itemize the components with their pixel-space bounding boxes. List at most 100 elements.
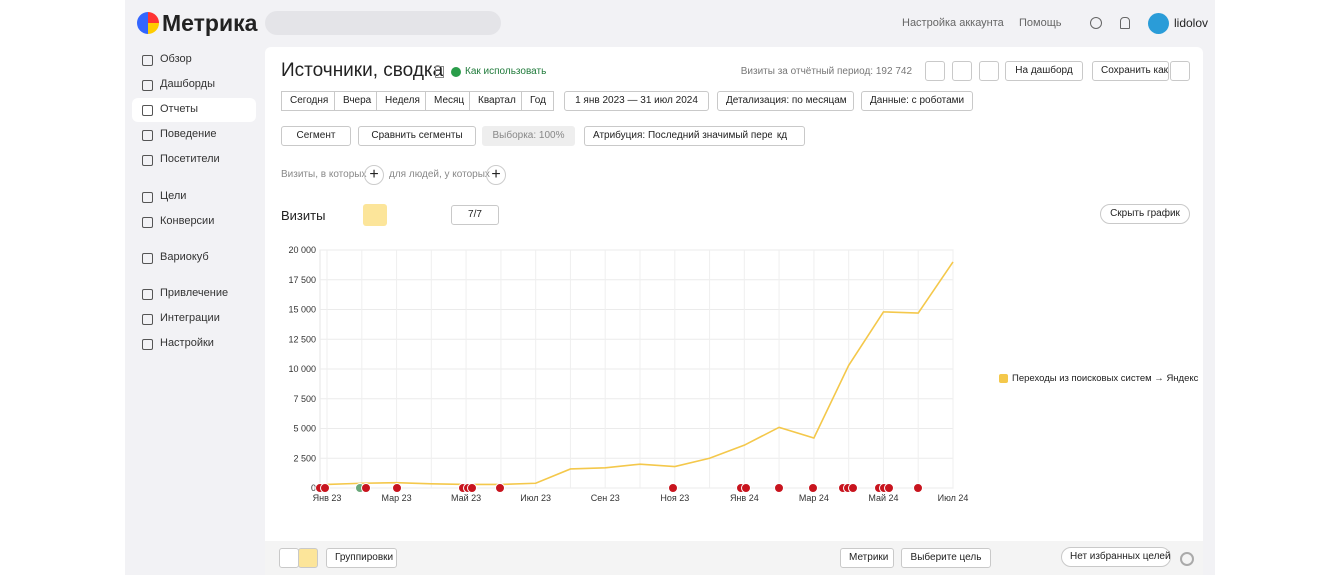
menu-item[interactable]: Отчеты bbox=[160, 103, 199, 115]
attribution-select[interactable]: Атрибуция: Последний значимый переход bbox=[584, 126, 789, 146]
annotation-marker bbox=[741, 483, 751, 493]
series-count[interactable]: 7/7 bbox=[451, 205, 499, 225]
metric-label: Визиты bbox=[281, 208, 326, 223]
choose-goal[interactable]: Выберите цель bbox=[901, 548, 991, 568]
x-tick-label: Янв 24 bbox=[730, 493, 759, 503]
x-tick-label: Июл 23 bbox=[520, 493, 551, 503]
period-button[interactable]: Месяц bbox=[425, 91, 470, 111]
no-goals[interactable]: Нет избранных целей bbox=[1061, 547, 1171, 567]
compare-button[interactable]: Сравнить сегменты bbox=[358, 126, 476, 146]
sample-select: Выборка: 100% bbox=[482, 126, 575, 146]
chart: 0 2 500 5 000 7 500 10 000 12 500 15 000 17 500… bbox=[288, 245, 969, 503]
y-tick-label: 12 500 bbox=[288, 334, 316, 344]
annotation-marker bbox=[808, 483, 818, 493]
period-button[interactable]: Вчера bbox=[334, 91, 377, 111]
account-settings[interactable]: Настройка аккаунта bbox=[902, 17, 1004, 29]
period-button[interactable]: Год bbox=[521, 91, 554, 111]
logo[interactable]: Метрика bbox=[162, 10, 258, 36]
x-tick-label: Июл 24 bbox=[938, 493, 969, 503]
menu-icon bbox=[142, 80, 153, 91]
menu-icon bbox=[142, 130, 153, 141]
legend-entry[interactable]: Переходы из поисковых систем → Яндекс bbox=[1012, 373, 1199, 384]
x-tick-label: Мар 23 bbox=[381, 493, 411, 503]
menu-item[interactable]: Обзор bbox=[160, 53, 192, 65]
x-tick-label: Сен 23 bbox=[591, 493, 620, 503]
y-tick-label: 15 000 bbox=[288, 305, 316, 315]
bookmark-icon[interactable] bbox=[435, 66, 444, 78]
chat-icon[interactable] bbox=[1090, 17, 1102, 29]
menu-item[interactable]: Интеграции bbox=[160, 312, 220, 324]
period-button[interactable]: Квартал bbox=[469, 91, 522, 111]
site-selector[interactable] bbox=[265, 11, 501, 35]
menu-item[interactable]: Поведение bbox=[160, 128, 217, 140]
to-dashboard[interactable]: На дашборд bbox=[1005, 61, 1083, 81]
attribution-badge[interactable]: кд bbox=[772, 126, 805, 146]
series-line bbox=[326, 261, 954, 486]
save-dropdown[interactable] bbox=[1170, 61, 1190, 81]
data-select[interactable]: Данные: с роботами bbox=[861, 91, 973, 111]
filter-people: для людей, у которых bbox=[389, 169, 490, 180]
date-range[interactable]: 1 янв 2023 — 31 июл 2024 bbox=[564, 91, 709, 111]
annotation-marker bbox=[495, 483, 505, 493]
add-people-filter[interactable]: + bbox=[486, 165, 506, 185]
user-name[interactable]: lidolov bbox=[1174, 16, 1209, 30]
y-tick-label: 20 000 bbox=[288, 245, 316, 255]
filter-visits: Визиты, в которых bbox=[281, 169, 367, 180]
export-button[interactable] bbox=[952, 61, 972, 81]
groupings[interactable]: Группировки bbox=[326, 548, 397, 568]
info-icon bbox=[451, 67, 461, 77]
detail-select[interactable]: Детализация: по месяцам bbox=[717, 91, 854, 111]
legend-checkbox[interactable] bbox=[999, 374, 1008, 383]
settings-gear[interactable] bbox=[1180, 552, 1194, 566]
menu-item[interactable]: Настройки bbox=[160, 337, 214, 349]
avatar[interactable] bbox=[1148, 13, 1169, 34]
help[interactable]: Помощь bbox=[1019, 17, 1062, 29]
menu-item[interactable]: Вариокуб bbox=[160, 251, 209, 263]
menu-item[interactable]: Посетители bbox=[160, 153, 220, 165]
hide-chart[interactable]: Скрыть график bbox=[1100, 204, 1190, 224]
annotation-marker bbox=[884, 483, 894, 493]
line-chart-toggle[interactable] bbox=[363, 204, 387, 226]
how-to-use[interactable]: Как использовать bbox=[465, 66, 547, 77]
x-tick-label: Янв 23 bbox=[313, 493, 342, 503]
menu-item[interactable]: Конверсии bbox=[160, 215, 215, 227]
logo-icon bbox=[137, 12, 159, 34]
x-tick-label: Май 23 bbox=[451, 493, 481, 503]
period-button[interactable]: Сегодня bbox=[281, 91, 335, 111]
y-tick-label: 2 500 bbox=[293, 453, 316, 463]
y-tick-label: 17 500 bbox=[288, 275, 316, 285]
annotation-marker bbox=[320, 483, 330, 493]
menu-icon bbox=[142, 55, 153, 66]
period-button[interactable]: Неделя bbox=[376, 91, 426, 111]
bell-icon[interactable] bbox=[1120, 17, 1130, 29]
annotation-marker bbox=[361, 483, 371, 493]
menu-icon bbox=[142, 105, 153, 116]
y-tick-label: 0 bbox=[311, 483, 316, 493]
history-button[interactable] bbox=[925, 61, 945, 81]
annotation-marker bbox=[848, 483, 858, 493]
report-title: Источники, сводка bbox=[281, 60, 444, 81]
share-button[interactable] bbox=[979, 61, 999, 81]
x-tick-label: Ноя 23 bbox=[660, 493, 689, 503]
list-view[interactable] bbox=[279, 548, 299, 568]
annotation-marker bbox=[668, 483, 678, 493]
menu-item[interactable]: Дашборды bbox=[160, 78, 215, 90]
segment-button[interactable]: Сегмент bbox=[281, 126, 351, 146]
x-tick-label: Мар 24 bbox=[799, 493, 829, 503]
footer-bar bbox=[265, 541, 1203, 575]
metrics[interactable]: Метрики bbox=[840, 548, 894, 568]
annotation-marker bbox=[392, 483, 402, 493]
add-visit-filter[interactable]: + bbox=[364, 165, 384, 185]
save-as[interactable]: Сохранить как bbox=[1092, 61, 1169, 81]
annotation-marker bbox=[913, 483, 923, 493]
menu-icon bbox=[142, 339, 153, 350]
menu-icon bbox=[142, 289, 153, 300]
tree-view[interactable] bbox=[298, 548, 318, 568]
y-tick-label: 5 000 bbox=[293, 424, 316, 434]
menu-item[interactable]: Цели bbox=[160, 190, 187, 202]
menu-item[interactable]: Привлечение bbox=[160, 287, 229, 299]
annotation-marker bbox=[467, 483, 477, 493]
menu-icon bbox=[142, 314, 153, 325]
x-tick-label: Май 24 bbox=[868, 493, 898, 503]
